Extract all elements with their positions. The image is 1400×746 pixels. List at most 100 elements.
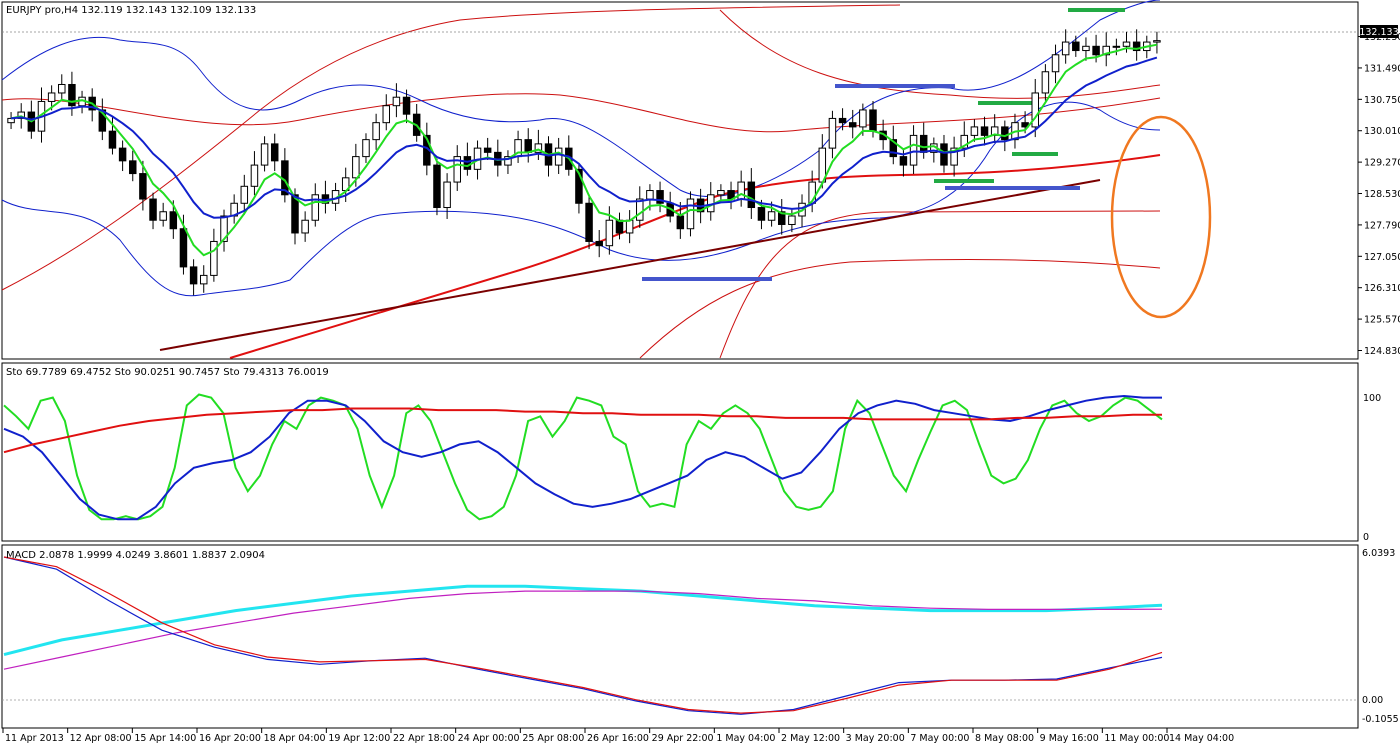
bear-candle bbox=[747, 181, 756, 209]
stoch-axis-min: 0 bbox=[1363, 532, 1369, 543]
bear-candle bbox=[919, 134, 928, 153]
bull-candle bbox=[311, 194, 320, 221]
outer-band-upper-2 bbox=[719, 9, 1161, 99]
bull-candle bbox=[788, 215, 796, 225]
bull-candle bbox=[240, 185, 249, 204]
time-tick-label: 3 May 20:00 bbox=[846, 733, 905, 744]
current-price-label: 132.133 bbox=[1359, 27, 1398, 38]
bear-candle bbox=[848, 122, 857, 128]
stochastic-lines bbox=[3, 393, 1163, 521]
price-tick-label: 130.010 bbox=[1364, 126, 1400, 137]
bear-candle bbox=[108, 130, 117, 149]
price-tick-label: 130.750 bbox=[1364, 95, 1400, 106]
bull-candle bbox=[159, 211, 167, 221]
bear-candle bbox=[483, 147, 492, 153]
price-tick-label: 129.270 bbox=[1364, 158, 1400, 169]
bull-candle bbox=[1061, 41, 1070, 56]
bull-candle bbox=[1122, 41, 1131, 47]
bull-candle bbox=[636, 198, 644, 221]
bull-candle bbox=[220, 215, 228, 242]
bear-candle bbox=[656, 190, 664, 204]
bull-candle bbox=[260, 143, 269, 166]
stoch-axis-max: 100 bbox=[1363, 393, 1381, 404]
price-tick-label: 131.490 bbox=[1364, 63, 1400, 74]
bull-candle bbox=[686, 198, 695, 230]
bear-candle bbox=[291, 194, 299, 234]
price-tick-label: 124.830 bbox=[1364, 346, 1400, 357]
time-tick-label: 25 Apr 08:00 bbox=[522, 733, 584, 744]
macd-line bbox=[3, 590, 1163, 670]
highlight-ellipse bbox=[1110, 115, 1212, 319]
bull-candle bbox=[372, 122, 380, 141]
bull-candle bbox=[199, 274, 208, 285]
bear-candle bbox=[149, 198, 157, 221]
bear-candle bbox=[1072, 41, 1080, 52]
bull-candle bbox=[58, 83, 66, 94]
bear-candle bbox=[585, 202, 593, 242]
price-tick-label: 127.050 bbox=[1364, 252, 1400, 263]
bear-candle bbox=[402, 96, 411, 115]
bull-candle bbox=[210, 240, 218, 276]
mid-red-band bbox=[1, 93, 1161, 133]
bull-candle bbox=[301, 219, 309, 234]
time-tick-label: 12 Apr 08:00 bbox=[70, 733, 132, 744]
time-tick-label: 9 May 16:00 bbox=[1040, 733, 1099, 744]
bull-candle bbox=[767, 211, 776, 221]
time-tick-label: 24 Apr 00:00 bbox=[458, 733, 520, 744]
time-tick-label: 15 Apr 14:00 bbox=[134, 733, 196, 744]
macd-axis-zero: 0.00 bbox=[1362, 695, 1383, 706]
bull-candle bbox=[504, 156, 512, 166]
bear-candle bbox=[524, 139, 532, 153]
bull-candle bbox=[1153, 40, 1161, 43]
bull-candle bbox=[960, 134, 969, 149]
bear-candle bbox=[118, 147, 127, 162]
macd-legend: MACD 2.0878 1.9999 4.0249 3.8601 1.8837 … bbox=[6, 550, 265, 561]
time-tick-label: 18 Apr 04:00 bbox=[264, 733, 326, 744]
price-tick-label: 125.570 bbox=[1364, 315, 1400, 326]
symbol-info: EURJPY pro,H4 132.119 132.143 132.109 13… bbox=[6, 5, 256, 16]
bear-candle bbox=[757, 207, 766, 221]
time-tick-label: 11 Apr 2013 bbox=[5, 733, 64, 744]
ema-fast-line bbox=[10, 43, 1158, 257]
lower-bollinger bbox=[1, 101, 1161, 297]
bull-candle bbox=[970, 126, 979, 136]
bull-candle bbox=[382, 105, 391, 124]
bull-candle bbox=[443, 181, 451, 209]
bull-candle bbox=[453, 156, 461, 183]
bull-candle bbox=[646, 190, 654, 200]
bull-candle bbox=[1051, 54, 1060, 73]
time-tick-label: 11 May 00:00 bbox=[1104, 733, 1169, 744]
current-price-box bbox=[1360, 25, 1398, 38]
bull-candle bbox=[47, 92, 56, 102]
bull-candle bbox=[7, 117, 15, 124]
bull-candle bbox=[362, 139, 370, 158]
time-tick-label: 26 Apr 16:00 bbox=[587, 733, 649, 744]
bear-candle bbox=[1092, 45, 1100, 56]
time-tick-label: 22 Apr 18:00 bbox=[393, 733, 455, 744]
macd-line bbox=[3, 584, 1163, 657]
time-tick-label: 2 May 12:00 bbox=[781, 733, 840, 744]
price-tick-label: 126.310 bbox=[1364, 283, 1400, 294]
bull-candle bbox=[250, 164, 259, 187]
outer-band-upper bbox=[1, 4, 901, 291]
time-tick-label: 1 May 04:00 bbox=[716, 733, 775, 744]
macd-axis-min: -0.1055 bbox=[1362, 714, 1399, 725]
bull-candle bbox=[534, 143, 543, 153]
bull-candle bbox=[1082, 45, 1090, 52]
time-tick-label: 7 May 00:00 bbox=[910, 733, 969, 744]
bull-candle bbox=[950, 147, 958, 166]
price-tick-label: 128.530 bbox=[1364, 189, 1400, 200]
bull-candle bbox=[828, 117, 837, 149]
stochastic-line bbox=[3, 394, 1162, 521]
bear-candle bbox=[68, 83, 76, 107]
bear-candle bbox=[838, 117, 847, 124]
ema-slow-line bbox=[11, 56, 1158, 219]
bear-candle bbox=[463, 156, 472, 170]
bear-candle bbox=[615, 219, 624, 234]
bear-candle bbox=[189, 266, 198, 285]
bull-candle bbox=[737, 181, 745, 200]
bear-candle bbox=[179, 228, 188, 268]
bear-candle bbox=[1001, 126, 1009, 141]
bear-candle bbox=[129, 160, 137, 175]
